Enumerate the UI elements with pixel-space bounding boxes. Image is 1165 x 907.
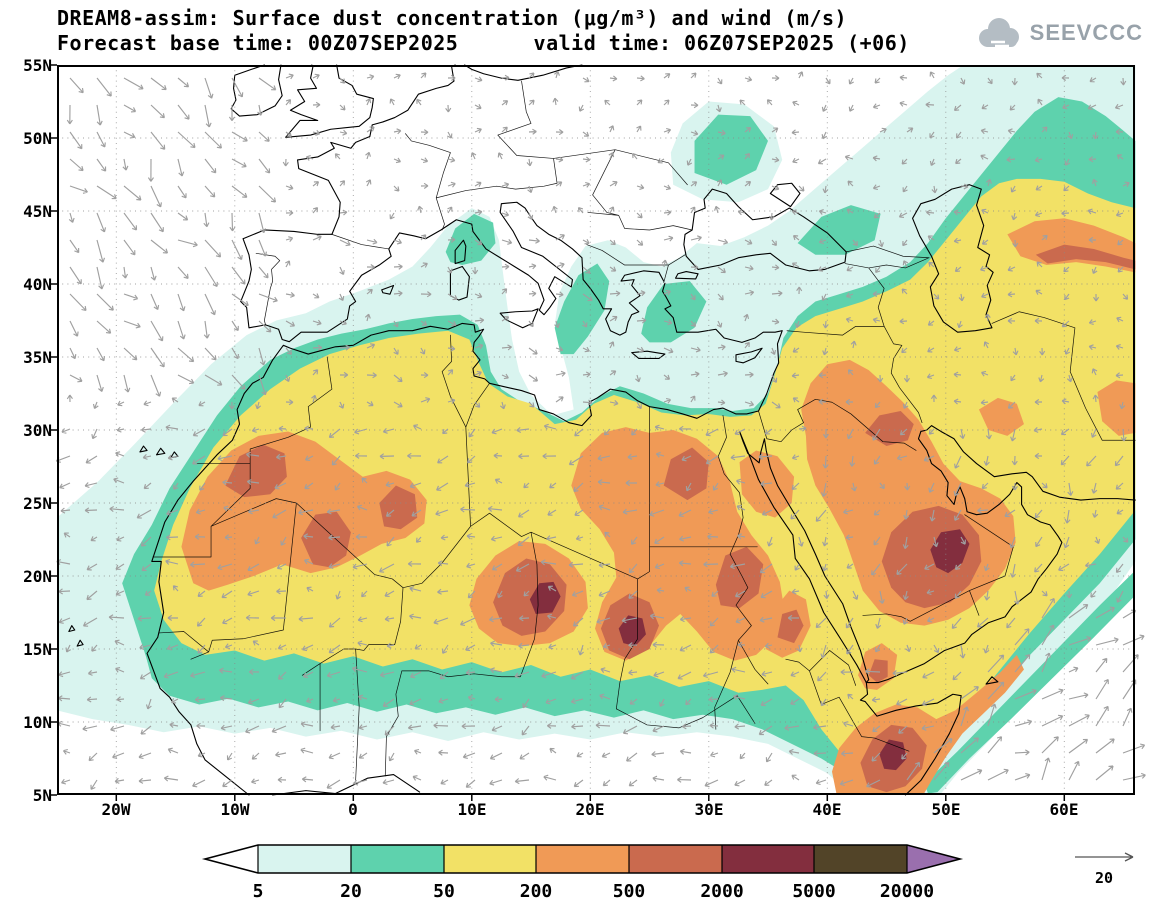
x-axis-tick-label: 50E bbox=[931, 800, 961, 819]
colorbar-segment-200-500 bbox=[536, 845, 629, 873]
colorbar-segment-50-200 bbox=[444, 845, 536, 873]
colorbar-tick-label: 5 bbox=[253, 881, 264, 902]
wind-reference-arrow bbox=[1075, 852, 1134, 862]
colorbar-segment-20-50 bbox=[351, 845, 444, 873]
x-axis-tick-label: 20E bbox=[575, 800, 605, 819]
y-axis-tick-label: 10N bbox=[23, 713, 52, 732]
colorbar-tick-label: 5000 bbox=[792, 881, 835, 902]
x-axis-tick-label: 60E bbox=[1049, 800, 1079, 819]
colorbar-outline bbox=[201, 844, 964, 874]
page-subtitle: Forecast base time: 00Z07SEP2025 valid t… bbox=[57, 31, 910, 55]
page-title: DREAM8-assim: Surface dust concentration… bbox=[57, 6, 848, 30]
y-axis-tick-label: 35N bbox=[23, 348, 52, 367]
x-axis-tick-label: 40E bbox=[812, 800, 842, 819]
y-axis-tick-label: 20N bbox=[23, 567, 52, 586]
wind-vectors-layer bbox=[55, 70, 1146, 790]
wind-reference-label: 20 bbox=[1095, 869, 1113, 887]
colorbar-tick-label: 2000 bbox=[700, 881, 743, 902]
x-axis-tick-label: 0 bbox=[348, 800, 358, 819]
y-axis-tick-label: 40N bbox=[23, 275, 52, 294]
map-frame bbox=[57, 65, 1135, 795]
colorbar-tick-label: 500 bbox=[613, 881, 646, 902]
y-axis-tick-label: 15N bbox=[23, 640, 52, 659]
country-borders bbox=[153, 81, 1135, 780]
colorbar-tick-label: 20 bbox=[340, 881, 362, 902]
colorbar-segment-500-2000 bbox=[629, 845, 722, 873]
logo-text: SEEVCCC bbox=[1029, 20, 1143, 45]
seevccc-logo: SEEVCCC bbox=[975, 16, 1143, 50]
coastlines bbox=[69, 65, 1136, 795]
colorbar-segment-2000-5000 bbox=[722, 845, 814, 873]
y-axis-tick-label: 30N bbox=[23, 421, 52, 440]
colorbar-tick-label: 200 bbox=[520, 881, 553, 902]
y-axis-tick-label: 25N bbox=[23, 494, 52, 513]
colorbar-segment-5-20 bbox=[258, 845, 351, 873]
x-axis-tick-label: 20W bbox=[101, 800, 131, 819]
y-axis-tick-label: 50N bbox=[23, 129, 52, 148]
wind-reference: 20 bbox=[1075, 852, 1134, 887]
x-axis-tick-label: 30E bbox=[694, 800, 724, 819]
dust-map bbox=[51, 65, 1146, 795]
colorbar-tick-label: 20000 bbox=[880, 881, 934, 902]
y-axis-tick-label: 45N bbox=[23, 202, 52, 221]
colorbar-segments bbox=[201, 844, 964, 874]
colorbar: 5 20 50 200 500 2000 5000 20000 20 bbox=[201, 844, 1134, 902]
colorbar-segment-5000-20000 bbox=[814, 845, 907, 873]
graticule bbox=[57, 65, 1135, 795]
axis-ticks bbox=[51, 64, 1066, 801]
cloud-icon bbox=[978, 18, 1019, 48]
y-axis-tick-label: 55N bbox=[23, 56, 52, 75]
colorbar-tick-label: 50 bbox=[433, 881, 455, 902]
x-axis-tick-label: 10W bbox=[220, 800, 250, 819]
colorbar-labels: 5 20 50 200 500 2000 5000 20000 bbox=[253, 881, 935, 902]
y-axis-tick-label: 5N bbox=[32, 786, 52, 805]
colorbar-segment-lt5 bbox=[205, 845, 258, 873]
colorbar-dividers bbox=[257, 845, 908, 873]
x-axis-tick-label: 10E bbox=[457, 800, 487, 819]
colorbar-segment-gt20000 bbox=[907, 845, 960, 873]
